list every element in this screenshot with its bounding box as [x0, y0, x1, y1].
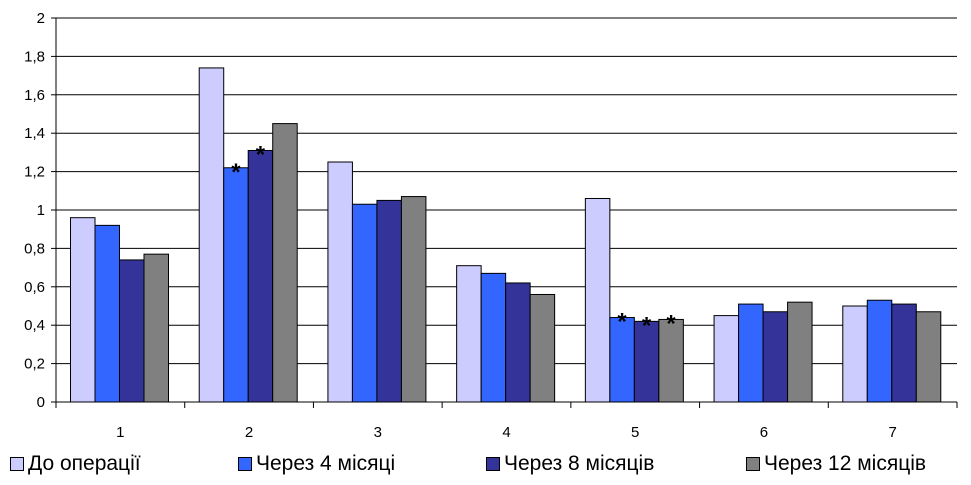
- bars: [70, 67, 942, 403]
- annotations: * * * * *: [231, 141, 676, 339]
- bar: [584, 197, 611, 403]
- significance-marker: *: [666, 310, 676, 337]
- bar: [223, 167, 249, 403]
- significance-marker: *: [256, 141, 266, 168]
- y-tick-label: 0: [37, 394, 45, 411]
- y-tick-label: 2: [37, 10, 45, 27]
- x-tick-label: 6: [760, 424, 768, 441]
- bar: [70, 217, 96, 403]
- bar: [376, 199, 402, 403]
- y-tick-label: 1,2: [24, 164, 45, 181]
- bar: [351, 203, 378, 403]
- axes: [55, 18, 958, 408]
- bar: [713, 315, 740, 403]
- bar: [915, 311, 942, 403]
- y-tick-label: 0,6: [24, 279, 45, 296]
- bar: [198, 67, 225, 403]
- bar: [842, 305, 868, 403]
- bar: [658, 318, 684, 403]
- bar: [529, 293, 556, 403]
- bar: [738, 303, 764, 403]
- x-tick-label: 7: [888, 424, 896, 441]
- x-tick-label: 5: [631, 424, 639, 441]
- bar: [119, 259, 145, 403]
- y-tick-label: 1,4: [24, 125, 45, 142]
- x-tick-label: 4: [502, 424, 510, 441]
- x-tick-label: 2: [245, 424, 253, 441]
- bar: [247, 149, 274, 403]
- bar: [456, 265, 482, 403]
- bar: [400, 196, 427, 403]
- legend-item: До операції: [10, 452, 141, 476]
- bar: [787, 301, 813, 403]
- y-tick-label: 0,2: [24, 356, 45, 373]
- bar: [762, 311, 789, 403]
- legend: До операції Через 4 місяці Через 8 місяців…: [0, 452, 971, 482]
- bar: [272, 123, 298, 403]
- bar: [891, 303, 917, 403]
- legend-swatch: [486, 457, 500, 471]
- legend-item: Через 8 місяців: [486, 452, 654, 476]
- bar: [480, 272, 507, 403]
- significance-marker: *: [231, 159, 241, 186]
- y-tick-labels: 0 0,2 0,4 0,6 0,8 1 1,2 1,4 1,6 1,8 2: [24, 10, 45, 411]
- legend-label: Через 8 місяців: [504, 452, 655, 475]
- y-tick-label: 0,4: [24, 317, 45, 334]
- bar: [94, 224, 120, 403]
- legend-item: Через 12 місяців: [746, 452, 926, 476]
- legend-label: До операції: [28, 452, 141, 475]
- bar: [505, 282, 531, 403]
- legend-swatch: [238, 457, 252, 471]
- bar: [143, 253, 169, 403]
- x-tick-labels: 1 2 3 4 5 6 7: [116, 424, 897, 441]
- bar: [866, 299, 893, 403]
- y-tick-label: 1,6: [24, 87, 45, 104]
- legend-item: Через 4 місяці: [238, 452, 395, 476]
- legend-swatch: [10, 457, 24, 471]
- x-tick-label: 3: [374, 424, 382, 441]
- legend-label: Через 12 місяців: [764, 452, 927, 475]
- significance-marker: *: [617, 309, 627, 336]
- bar: [327, 161, 353, 403]
- y-tick-label: 1: [37, 202, 45, 219]
- y-tick-label: 0,8: [24, 240, 45, 257]
- x-tick-label: 1: [116, 424, 124, 441]
- legend-swatch: [746, 457, 760, 471]
- y-tick-label: 1,8: [24, 48, 45, 65]
- legend-label: Через 4 місяці: [256, 452, 396, 475]
- significance-marker: *: [642, 312, 652, 339]
